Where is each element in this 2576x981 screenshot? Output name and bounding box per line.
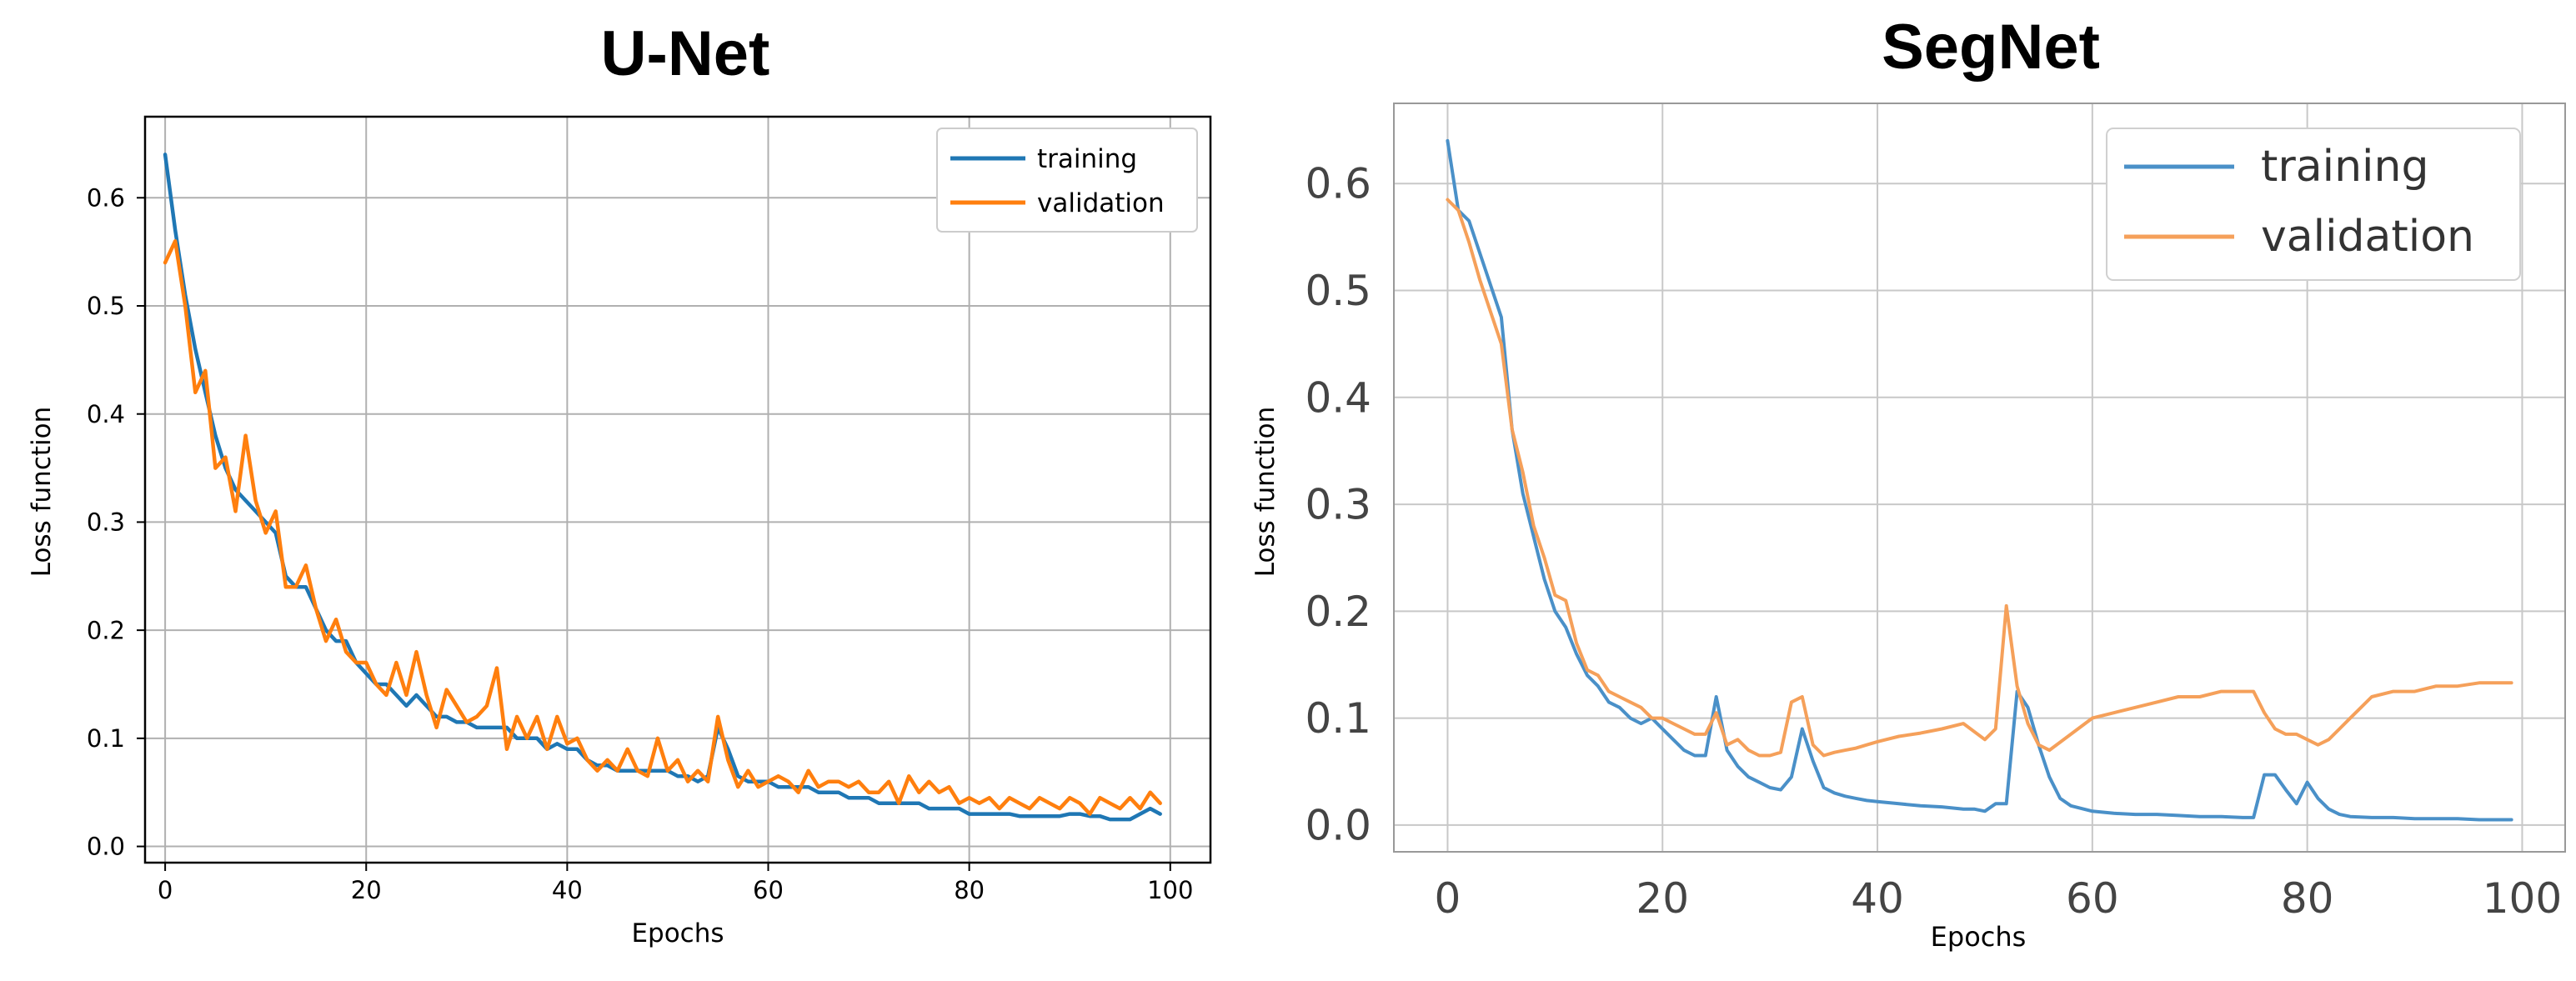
unet-legend-validation-label: validation — [1037, 188, 1165, 218]
unet-chart-title: U-Net — [601, 18, 770, 89]
segnet-plot-frame — [1393, 103, 2566, 853]
segnet-y-tick-label: 0.5 — [1305, 267, 1371, 315]
segnet-x-tick-label: 60 — [2066, 874, 2119, 923]
segnet-x-tick-label: 80 — [2281, 874, 2334, 923]
unet-y-tick-label: 0.2 — [87, 616, 125, 644]
unet-grid — [145, 117, 1210, 863]
unet-chart: U-Net 0 20 40 60 80 100 0.0 0.1 0.2 0.3 0.4 0.5 0.6… — [27, 18, 1212, 948]
segnet-series — [1446, 138, 2513, 822]
segnet-chart: SegNet 0 20 40 60 80 100 0.00.10.20.30.40.50.… — [1250, 12, 2566, 953]
unet-legend: training validation — [936, 128, 1198, 233]
unet-y-tick-label: 0.4 — [87, 400, 125, 428]
segnet-y-tick-label: 0.2 — [1305, 588, 1371, 636]
segnet-legend-validation-label: validation — [2261, 212, 2474, 262]
segnet-x-tick-label: 100 — [2483, 874, 2562, 923]
unet-x-tick-label: 80 — [954, 876, 985, 904]
segnet-y-tick-label: 0.1 — [1305, 694, 1371, 743]
segnet-series-validation-line — [1446, 198, 2513, 758]
unet-y-tick-label: 0.3 — [87, 508, 125, 537]
segnet-series-training-line — [1446, 138, 2513, 822]
unet-y-tick-label: 0.5 — [87, 292, 125, 320]
segnet-y-tick-label: 0.4 — [1305, 373, 1371, 422]
unet-x-axis-label: Epochs — [631, 918, 724, 948]
unet-y-tick-label: 0.0 — [87, 833, 125, 861]
segnet-x-axis-label: Epochs — [1931, 921, 2027, 953]
unet-y-ticks: 0.0 0.1 0.2 0.3 0.4 0.5 0.6 — [87, 183, 145, 861]
unet-series-validation-line — [163, 238, 1162, 816]
segnet-x-tick-label: 0 — [1435, 874, 1461, 923]
unet-x-tick-label: 60 — [753, 876, 784, 904]
unet-plot-frame — [143, 115, 1212, 864]
segnet-chart-title: SegNet — [1882, 12, 2100, 83]
segnet-y-tick-label: 0.3 — [1305, 481, 1371, 529]
unet-legend-box — [936, 128, 1198, 233]
unet-y-tick-label: 0.6 — [87, 183, 125, 212]
unet-y-tick-label: 0.1 — [87, 724, 125, 753]
segnet-x-tick-label: 40 — [1851, 874, 1904, 923]
unet-y-axis-label: Loss function — [27, 407, 57, 577]
segnet-legend: training validation — [2106, 128, 2521, 281]
unet-series — [163, 153, 1162, 822]
unet-legend-training-label: training — [1037, 144, 1137, 174]
unet-x-tick-label: 40 — [552, 876, 583, 904]
unet-x-tick-label: 0 — [158, 876, 173, 904]
unet-series-training-line — [163, 153, 1162, 822]
segnet-y-ticks: 0.0 0.1 0.2 0.3 0.4 0.5 0.6 — [1305, 160, 1371, 850]
unet-x-tick-label: 100 — [1147, 876, 1193, 904]
segnet-y-axis-label: Loss function — [1250, 407, 1280, 577]
segnet-x-tick-label: 20 — [1636, 874, 1689, 923]
segnet-y-tick-label: 0.0 — [1305, 801, 1371, 849]
segnet-legend-training-label: training — [2261, 142, 2428, 192]
unet-x-ticks: 0 20 40 60 80 100 — [158, 863, 1193, 904]
segnet-x-ticks: 0 20 40 60 80 100 — [1435, 874, 2563, 923]
segnet-y-tick-label: 0.6 — [1305, 160, 1371, 208]
unet-x-tick-label: 20 — [351, 876, 382, 904]
